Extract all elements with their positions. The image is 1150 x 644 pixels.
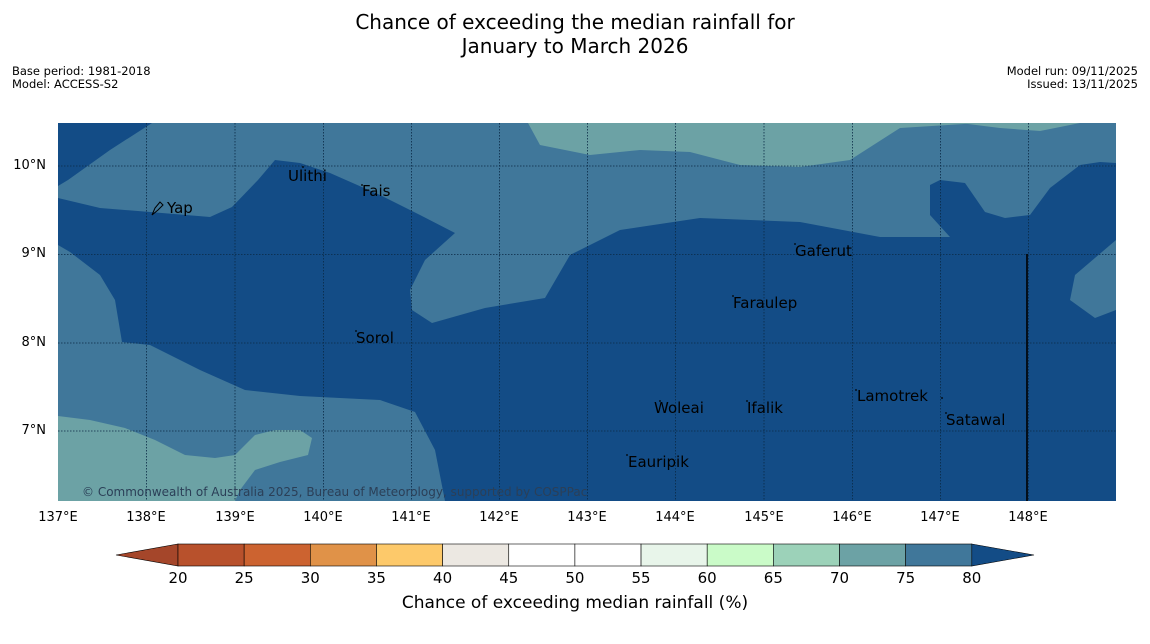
lat-label-7n: 7°N [21, 423, 47, 438]
colorbar-tick-35: 35 [366, 569, 386, 587]
place-gaferut: Gaferut [795, 242, 852, 260]
copyright-notice: © Commonwealth of Australia 2025, Bureau… [82, 485, 588, 499]
region-70-75-top [528, 123, 980, 167]
colorbar-tick-70: 70 [829, 569, 850, 587]
map-area [58, 123, 1116, 501]
colorbar-label: Chance of exceeding median rainfall (%) [401, 593, 749, 613]
lon-label-144e: 144°E [655, 510, 695, 525]
lat-label-8n: 8°N [21, 335, 47, 350]
colorbar-segment-65-70 [773, 543, 840, 567]
colorbar-tick-20: 20 [168, 569, 188, 587]
place-ulithi: Ulithi [288, 167, 327, 185]
colorbar-tick-25: 25 [234, 569, 254, 587]
lon-label-141e: 141°E [391, 510, 431, 525]
colorbar-tick-50: 50 [565, 569, 585, 587]
lon-label-137e: 137°E [38, 510, 78, 525]
model-run: Model run: 09/11/2025 [1006, 64, 1138, 78]
lat-label-10n: 10°N [13, 158, 46, 173]
colorbar-segment-35-40 [376, 543, 443, 567]
lon-label-148e: 148°E [1008, 510, 1048, 525]
colorbar-tick-75: 75 [896, 569, 916, 587]
issued-date: Issued: 13/11/2025 [1027, 77, 1138, 91]
colorbar-tick-45: 45 [499, 569, 519, 587]
graticule [58, 123, 1116, 501]
lat-label-9n: 9°N [21, 246, 47, 261]
place-faraulep: Faraulep [733, 294, 798, 312]
colorbar-tick-65: 65 [763, 569, 783, 587]
colorbar-segment-30-35 [309, 543, 377, 567]
colorbar-segment-75-80 [905, 543, 973, 567]
colorbar-segment-60-65 [706, 543, 774, 567]
place-woleai: Woleai [654, 399, 704, 417]
colorbar-segment-40-45 [442, 543, 510, 567]
lon-label-143e: 143°E [567, 510, 607, 525]
colorbar-segment-50-55 [574, 543, 642, 567]
colorbar-segment-55-60 [640, 543, 708, 567]
map-title: Chance of exceeding the median rainfall … [0, 10, 1150, 58]
colorbar-tick-40: 40 [433, 569, 453, 587]
region-70-75-top-right [960, 123, 1080, 131]
place-satawal: Satawal [946, 411, 1006, 429]
place-yap: Yap [167, 199, 193, 217]
lon-label-140e: 140°E [303, 510, 343, 525]
yap-island-shape [151, 201, 164, 216]
lon-label-147e: 147°E [920, 510, 960, 525]
region-80-plus-main [58, 160, 1116, 501]
lon-label-146e: 146°E [832, 510, 872, 525]
island-dots [302, 166, 947, 456]
lon-label-142e: 142°E [479, 510, 519, 525]
place-ifalik: Ifalik [747, 399, 783, 417]
colorbar-tick-55: 55 [631, 569, 651, 587]
meta-right: Model run: 09/11/2025 Issued: 13/11/2025 [1007, 65, 1138, 91]
lon-label-138e: 138°E [126, 510, 166, 525]
colorbar-tick-60: 60 [697, 569, 717, 587]
meta-left: Base period: 1981-2018 Model: ACCESS-S2 [12, 65, 151, 91]
colorbar-arrow-low [115, 543, 179, 567]
base-period: Base period: 1981-2018 [12, 64, 151, 78]
region-70-75-lower-left [58, 416, 312, 501]
model-name: Model: ACCESS-S2 [12, 77, 119, 91]
place-eauripik: Eauripik [628, 453, 689, 471]
colorbar-tick-30: 30 [300, 569, 320, 587]
title-line-2: January to March 2026 [461, 34, 689, 58]
colorbar-arrow-high [971, 543, 1035, 567]
place-fais: Fais [362, 182, 391, 200]
place-sorol: Sorol [356, 329, 394, 347]
colorbar-segment-20-25 [177, 543, 245, 567]
colorbar-segment-70-75 [839, 543, 906, 567]
lon-label-145e: 145°E [744, 510, 784, 525]
colorbar-segment-45-50 [508, 543, 576, 567]
region-80-plus-topleft [58, 123, 152, 186]
lon-label-139e: 139°E [215, 510, 255, 525]
colorbar-tick-80: 80 [962, 569, 982, 587]
place-lamotrek: Lamotrek [857, 387, 928, 405]
colorbar-segment-25-30 [243, 543, 311, 567]
title-line-1: Chance of exceeding the median rainfall … [355, 10, 795, 34]
colorbar [115, 543, 1035, 567]
